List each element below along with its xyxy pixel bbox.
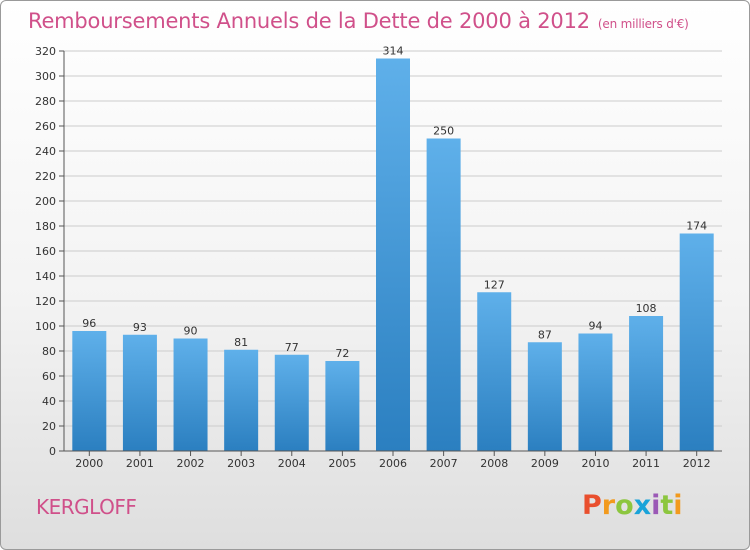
bar-2004 — [274, 354, 309, 451]
bar-value-label: 81 — [234, 336, 248, 349]
y-tick-label: 40 — [42, 395, 56, 408]
bar-value-label: 250 — [433, 125, 454, 138]
bar-value-label: 94 — [588, 320, 602, 333]
bar-2001 — [122, 334, 157, 451]
bar-value-label: 87 — [538, 328, 552, 341]
bar-2010 — [578, 333, 613, 451]
y-tick-label: 240 — [35, 145, 56, 158]
labels: 0 20 40 60 80 100 120 140 160 180 200 220 240 260 280 3… — [35, 45, 711, 471]
x-tick-label: 2010 — [581, 457, 609, 470]
bar-value-label: 174 — [686, 220, 707, 233]
bar-2011 — [629, 316, 664, 451]
bar-value-label: 72 — [335, 347, 349, 360]
x-tick-label: 2004 — [278, 457, 306, 470]
y-tick-label: 220 — [35, 170, 56, 183]
bar-2003 — [224, 349, 259, 451]
y-tick-label: 320 — [35, 45, 56, 58]
y-tick-label: 60 — [42, 370, 56, 383]
y-tick-label: 20 — [42, 420, 56, 433]
bar-value-label: 96 — [82, 317, 96, 330]
y-tick-label: 160 — [35, 245, 56, 258]
bar-value-label: 127 — [484, 278, 505, 291]
bar-2007 — [426, 138, 461, 451]
bar-value-label: 90 — [184, 325, 198, 338]
y-tick-label: 120 — [35, 295, 56, 308]
logo-letter: t — [660, 490, 674, 521]
x-tick-label: 2005 — [328, 457, 356, 470]
logo-letter: x — [633, 490, 652, 521]
x-tick-label: 2008 — [480, 457, 508, 470]
chart-title: Remboursements Annuels de la Dette de 20… — [28, 9, 689, 33]
y-tick-label: 140 — [35, 270, 56, 283]
x-tick-label: 2009 — [531, 457, 559, 470]
axes — [59, 50, 722, 456]
bar-value-label: 77 — [285, 341, 299, 354]
logo-letter: r — [601, 490, 616, 521]
x-tick-label: 2011 — [632, 457, 660, 470]
y-tick-label: 260 — [35, 120, 56, 133]
x-tick-label: 2012 — [683, 457, 711, 470]
bar-2002 — [173, 338, 208, 451]
x-tick-label: 2002 — [177, 457, 205, 470]
location-name: KERGLOFF — [36, 495, 137, 519]
y-tick-label: 200 — [35, 195, 56, 208]
y-tick-label: 100 — [35, 320, 56, 333]
bar-2005 — [325, 361, 360, 451]
bar-2012 — [679, 233, 714, 451]
logo-letter: o — [615, 490, 634, 521]
y-tick-label: 80 — [42, 345, 56, 358]
y-tick-label: 180 — [35, 220, 56, 233]
bar-value-label: 314 — [383, 45, 404, 58]
bar-2009 — [527, 342, 562, 451]
bars — [72, 58, 714, 451]
x-tick-label: 2001 — [126, 457, 154, 470]
x-tick-label: 2000 — [75, 457, 103, 470]
y-tick-label: 0 — [49, 445, 56, 458]
bar-value-label: 93 — [133, 321, 147, 334]
bar-value-label: 108 — [636, 302, 657, 315]
logo-letter: i — [673, 490, 683, 521]
y-tick-label: 280 — [35, 95, 56, 108]
chart-unit: (en milliers d'€) — [597, 17, 689, 31]
bar-2008 — [477, 292, 512, 451]
logo-letter: i — [651, 490, 661, 521]
bar-2006 — [376, 58, 410, 451]
x-tick-label: 2003 — [227, 457, 255, 470]
proxiti-logo: Proxiti — [582, 490, 683, 521]
bar-2000 — [72, 331, 107, 451]
logo-letter: P — [582, 490, 602, 521]
y-tick-label: 300 — [35, 70, 56, 83]
x-tick-label: 2006 — [379, 457, 407, 470]
x-tick-label: 2007 — [430, 457, 458, 470]
